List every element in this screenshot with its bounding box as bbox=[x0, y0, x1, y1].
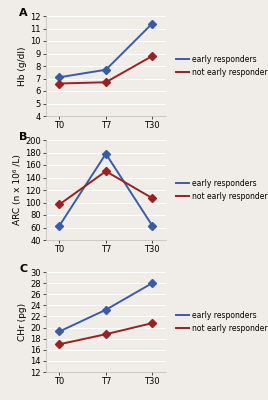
Y-axis label: Hb (g/dl): Hb (g/dl) bbox=[18, 46, 27, 86]
Y-axis label: ARC (n x 10⁶ /L): ARC (n x 10⁶ /L) bbox=[13, 154, 22, 226]
Legend: early responders, not early responders: early responders, not early responders bbox=[175, 178, 268, 202]
Text: A: A bbox=[19, 8, 28, 18]
Y-axis label: CHr (pg): CHr (pg) bbox=[18, 303, 27, 341]
Legend: early responders, not early responders: early responders, not early responders bbox=[175, 54, 268, 78]
Text: B: B bbox=[19, 132, 27, 142]
Text: C: C bbox=[19, 264, 27, 274]
Legend: early responders, not early responders: early responders, not early responders bbox=[175, 310, 268, 334]
